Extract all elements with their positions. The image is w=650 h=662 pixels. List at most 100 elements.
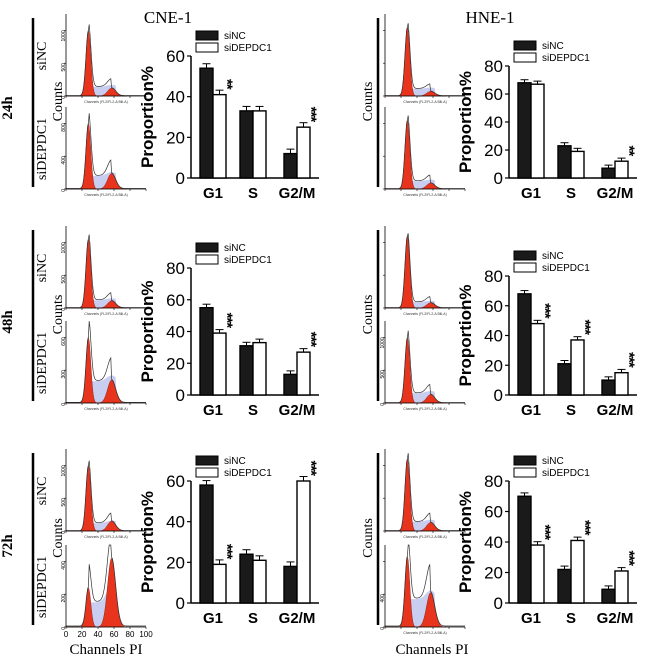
bar-x-tick-label: G1 [521,185,541,202]
legend-swatch-sidepdc1 [195,42,219,53]
condition-label-sidepdc1: siDEPDC1 [35,556,50,618]
g1-peak [385,458,422,532]
histogram-x-tick-label: 40 [94,630,103,639]
histogram-axis-caption: Channels (FL2/FL2-A Bill-A) [403,631,447,635]
significance-mark: *** [219,544,236,560]
bar-sidepdc1-g1 [212,93,227,179]
counts-label: Counts [361,295,376,335]
bar-sinc-g1 [199,67,214,179]
histogram-panel: Channels (FL2/FL2-A Bill-A) [383,226,466,316]
histogram-panel: Channels (FL2/FL2-A Bill-A) [383,14,466,104]
condition-label-sinc: siNC [35,477,50,506]
bar-x-tick-label: S [248,610,258,627]
bar-y-axis-label: Proportion% [138,491,157,593]
bar-y-tick-label: 20 [166,354,185,373]
histogram-axis-caption: Channels (FL2/FL2-A Bill-A) [403,535,447,539]
bar-y-axis-label: Proportion% [138,281,157,383]
histogram-outline [65,234,146,308]
bar-x-tick-label: S [248,402,258,419]
histogram-y-tick-label: 1000 [61,30,67,41]
histogram-axis-caption: Channels (FL2/FL2-A Bill-A) [403,312,447,316]
bar-y-tick-label: 0 [176,169,185,188]
legend-label-sidepdc1: siDEPDC1 [224,468,272,479]
histogram-axis-caption: Channels (FL2/FL2-A Bill-A) [84,535,128,539]
bar-sidepdc1-s [570,150,585,179]
bar-sidepdc1-g2m [614,570,629,604]
legend-label-sinc: siNC [542,41,564,52]
histogram-layer: 0 500 1000 Channels (FL2/FL2-A Bill-A) Chann… [31,14,468,658]
condition-label-sinc: siNC [35,254,50,283]
histogram-panel: 0 500 1000 Channels (FL2/FL2-A Bill-A) [61,226,147,316]
histogram-outline [65,544,146,627]
legend-swatch-sinc [513,455,537,466]
significance-mark: *** [303,107,320,123]
bar-x-tick-label: G1 [203,402,223,419]
histogram-y-tick-label: 0 [61,403,67,406]
histogram-outline [384,23,465,96]
bar-y-tick-label: 40 [166,323,185,342]
bar-sinc-s [239,553,254,604]
bar-y-tick-label: 20 [484,564,503,583]
condition-label-sidepdc1: siDEPDC1 [35,118,50,180]
histogram-panel: Channels (FL2/FL2-A Bill-A) [383,107,466,197]
legend-label-sinc: siNC [224,31,246,42]
legend-label-sidepdc1: siDEPDC1 [542,53,590,64]
legend-label-sidepdc1: siDEPDC1 [542,263,590,274]
significance-mark: *** [577,520,594,536]
bar-y-tick-label: 60 [484,503,503,522]
counts-label: Counts [361,518,376,558]
histogram-y-tick-label: 500 [61,498,67,507]
g1-peak [66,465,103,532]
significance-mark: *** [577,319,594,335]
histogram-y-tick-label: 400 [380,594,386,603]
counts-label: Counts [51,518,66,558]
histogram-outline [384,453,465,531]
histogram-panel: Channels (FL2/FL2-A Bill-A) [383,449,466,539]
histogram-axis-caption: Channels (FL2/FL2-A Bill-A) [84,100,128,104]
legend-swatch-sidepdc1 [195,254,219,265]
histogram-y-tick-label: 0 [61,531,67,534]
bar-x-tick-label: G1 [521,610,541,627]
bar-y-tick-label: 0 [494,169,503,188]
histogram-x-tick-label: 0 [64,630,69,639]
bar-y-tick-label: 40 [166,513,185,532]
histogram-outline [65,113,146,189]
histogram-x-tick-label: 20 [78,630,87,639]
histogram-y-tick-label: 300 [61,370,67,379]
histogram-axis-caption: Channels (FL2/FL2-A Bill-A) [403,100,447,104]
significance-mark: *** [219,313,236,329]
legend-label-sinc: siNC [542,251,564,262]
histogram-y-tick-label: 1000 [61,465,67,476]
bar-x-tick-label: G2/M [597,185,634,202]
histogram-axis-caption: Channels (FL2/FL2-A Bill-A) [84,193,128,197]
bar-y-tick-label: 80 [484,57,503,76]
histogram-y-tick-label: 1000 [61,242,67,253]
significance-mark: ** [621,146,638,157]
histogram-panel: 0 500 1000 Channels (FL2/FL2-A Bill-A) [61,14,147,104]
histogram-axis-caption: Channels (FL2/FL2-A Bill-A) [403,407,447,411]
bar-y-tick-label: 20 [166,128,185,147]
bar-y-tick-label: 80 [166,259,185,278]
legend-swatch-sinc [513,40,537,51]
bar-y-tick-label: 20 [484,356,503,375]
bar-x-tick-label: S [248,185,258,202]
bar-sinc-s [557,568,572,604]
bar-x-tick-label: G2/M [597,610,634,627]
bar-sidepdc1-g1 [212,332,227,396]
bar-y-tick-label: 40 [166,88,185,107]
histogram-outline [65,24,146,96]
legend-label-sinc: siNC [542,456,564,467]
histogram-y-tick-label: 0 [380,403,386,406]
bar-y-tick-label: 60 [484,297,503,316]
bar-y-tick-label: 40 [484,327,503,346]
g1-peak [385,120,422,190]
bar-sinc-g2m [601,588,616,604]
histogram-y-tick-label: 0 [61,308,67,311]
bar-y-tick-label: 60 [166,291,185,310]
